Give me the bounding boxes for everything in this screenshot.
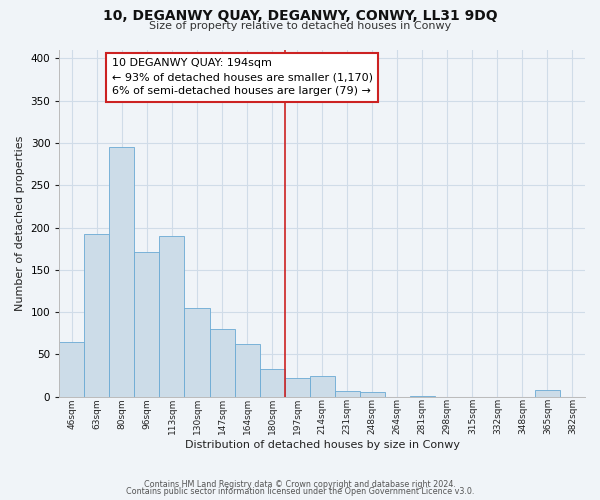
- Bar: [184, 308, 209, 396]
- Bar: [109, 147, 134, 396]
- Bar: [260, 369, 284, 396]
- Y-axis label: Number of detached properties: Number of detached properties: [15, 136, 25, 311]
- Text: Contains public sector information licensed under the Open Government Licence v3: Contains public sector information licen…: [126, 488, 474, 496]
- Bar: [235, 344, 260, 397]
- Bar: [134, 252, 160, 396]
- Text: Contains HM Land Registry data © Crown copyright and database right 2024.: Contains HM Land Registry data © Crown c…: [144, 480, 456, 489]
- Bar: [310, 376, 335, 396]
- Text: 10, DEGANWY QUAY, DEGANWY, CONWY, LL31 9DQ: 10, DEGANWY QUAY, DEGANWY, CONWY, LL31 9…: [103, 9, 497, 23]
- Bar: [335, 391, 360, 396]
- Bar: [209, 329, 235, 396]
- Bar: [284, 378, 310, 396]
- Bar: [535, 390, 560, 396]
- Text: Size of property relative to detached houses in Conwy: Size of property relative to detached ho…: [149, 21, 451, 31]
- Bar: [59, 342, 85, 396]
- Bar: [85, 234, 109, 396]
- X-axis label: Distribution of detached houses by size in Conwy: Distribution of detached houses by size …: [185, 440, 460, 450]
- Text: 10 DEGANWY QUAY: 194sqm
← 93% of detached houses are smaller (1,170)
6% of semi-: 10 DEGANWY QUAY: 194sqm ← 93% of detache…: [112, 58, 373, 96]
- Bar: [160, 236, 184, 396]
- Bar: [360, 392, 385, 396]
